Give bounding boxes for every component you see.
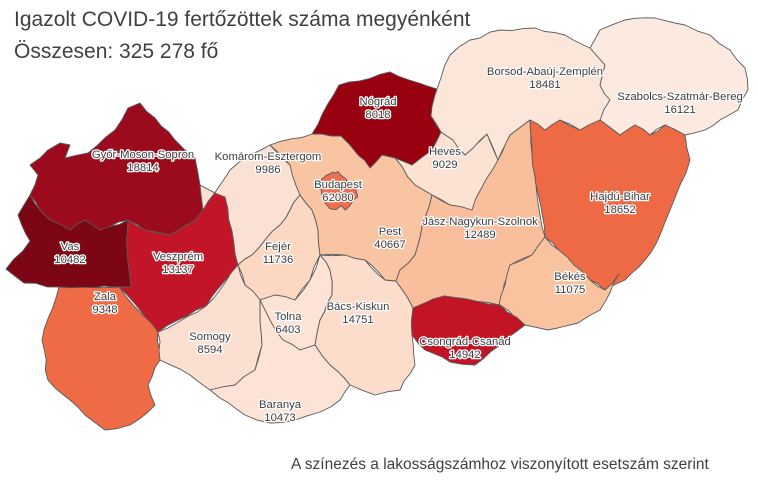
svg-text:Győr-Moson-Sopron: Győr-Moson-Sopron xyxy=(92,149,194,161)
svg-text:Pest: Pest xyxy=(379,226,402,238)
svg-text:9986: 9986 xyxy=(255,164,280,176)
svg-text:Borsod-Abaúj-Zemplén: Borsod-Abaúj-Zemplén xyxy=(487,66,603,78)
svg-text:11075: 11075 xyxy=(555,284,586,296)
svg-text:Budapest: Budapest xyxy=(314,179,363,191)
svg-text:14751: 14751 xyxy=(342,314,373,326)
svg-text:Heves: Heves xyxy=(429,146,461,158)
svg-text:62080: 62080 xyxy=(322,192,353,204)
svg-text:Vas: Vas xyxy=(61,241,80,253)
svg-text:13137: 13137 xyxy=(162,264,193,276)
svg-text:Csongrád-Csanád: Csongrád-Csanád xyxy=(419,336,511,348)
svg-text:12489: 12489 xyxy=(464,229,495,241)
svg-text:Tolna: Tolna xyxy=(274,311,302,323)
svg-text:16121: 16121 xyxy=(664,104,695,116)
svg-text:Baranya: Baranya xyxy=(259,399,302,411)
svg-text:11736: 11736 xyxy=(263,254,294,266)
svg-text:Jász-Nagykun-Szolnok: Jász-Nagykun-Szolnok xyxy=(422,216,538,228)
svg-text:Fejér: Fejér xyxy=(265,241,291,253)
svg-text:Somogy: Somogy xyxy=(189,331,231,343)
svg-text:Veszprém: Veszprém xyxy=(153,251,203,263)
svg-text:Komárom-Esztergom: Komárom-Esztergom xyxy=(215,151,322,163)
svg-text:Nógrád: Nógrád xyxy=(359,96,396,108)
svg-text:18814: 18814 xyxy=(127,162,158,174)
svg-text:10473: 10473 xyxy=(264,412,295,424)
svg-text:6403: 6403 xyxy=(275,324,300,336)
svg-text:8594: 8594 xyxy=(197,344,222,356)
svg-text:Bács-Kiskun: Bács-Kiskun xyxy=(327,301,390,313)
svg-text:18481: 18481 xyxy=(529,79,560,91)
svg-text:14942: 14942 xyxy=(449,349,480,361)
svg-text:9029: 9029 xyxy=(432,159,457,171)
svg-text:10482: 10482 xyxy=(54,254,85,266)
svg-text:18652: 18652 xyxy=(604,204,635,216)
svg-text:8018: 8018 xyxy=(365,109,390,121)
svg-text:40667: 40667 xyxy=(374,239,405,251)
svg-text:Békés: Békés xyxy=(554,271,586,283)
svg-text:Hajdú-Bihar: Hajdú-Bihar xyxy=(590,191,650,203)
svg-text:9348: 9348 xyxy=(92,304,117,316)
svg-text:Zala: Zala xyxy=(94,291,117,303)
svg-text:Szabolcs-Szatmár-Bereg: Szabolcs-Szatmár-Bereg xyxy=(617,91,743,103)
